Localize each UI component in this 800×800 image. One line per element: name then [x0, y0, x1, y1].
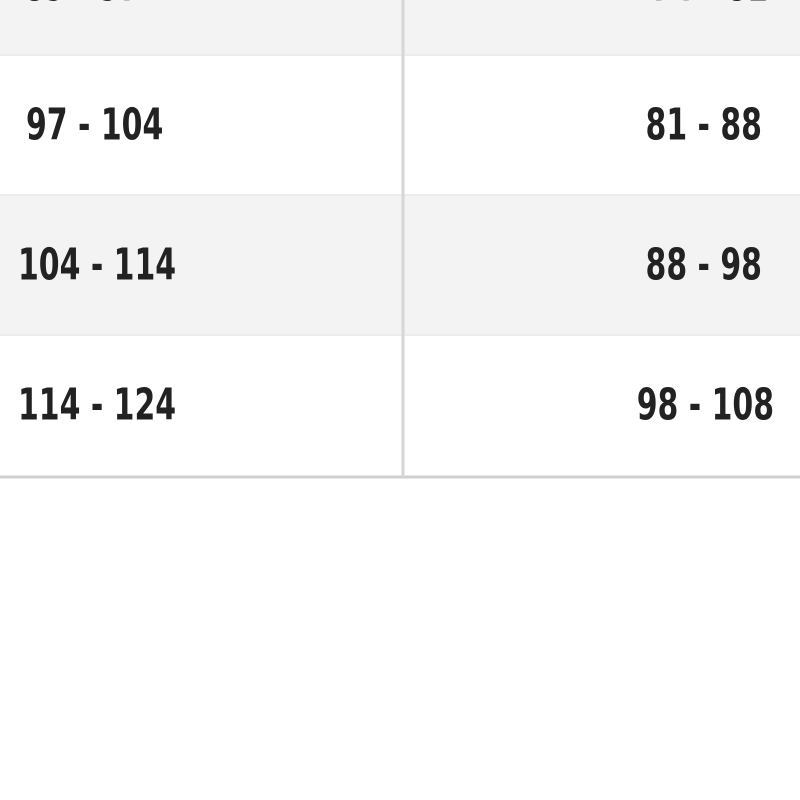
row-background: [0, 195, 800, 335]
cell: 74 - 81: [652, 0, 768, 11]
cell: 88 - 98: [646, 238, 762, 289]
cell: 81 - 88: [646, 98, 762, 149]
row-background: [0, 335, 800, 475]
row-background: [0, 55, 800, 195]
cell: 98 - 108: [637, 378, 774, 429]
cell: 114 - 124: [18, 378, 176, 429]
cell: 97 - 104: [26, 98, 163, 149]
cell: 104 - 114: [18, 238, 176, 289]
cell: 89 - 97: [24, 0, 140, 11]
row-background: [0, 0, 800, 55]
